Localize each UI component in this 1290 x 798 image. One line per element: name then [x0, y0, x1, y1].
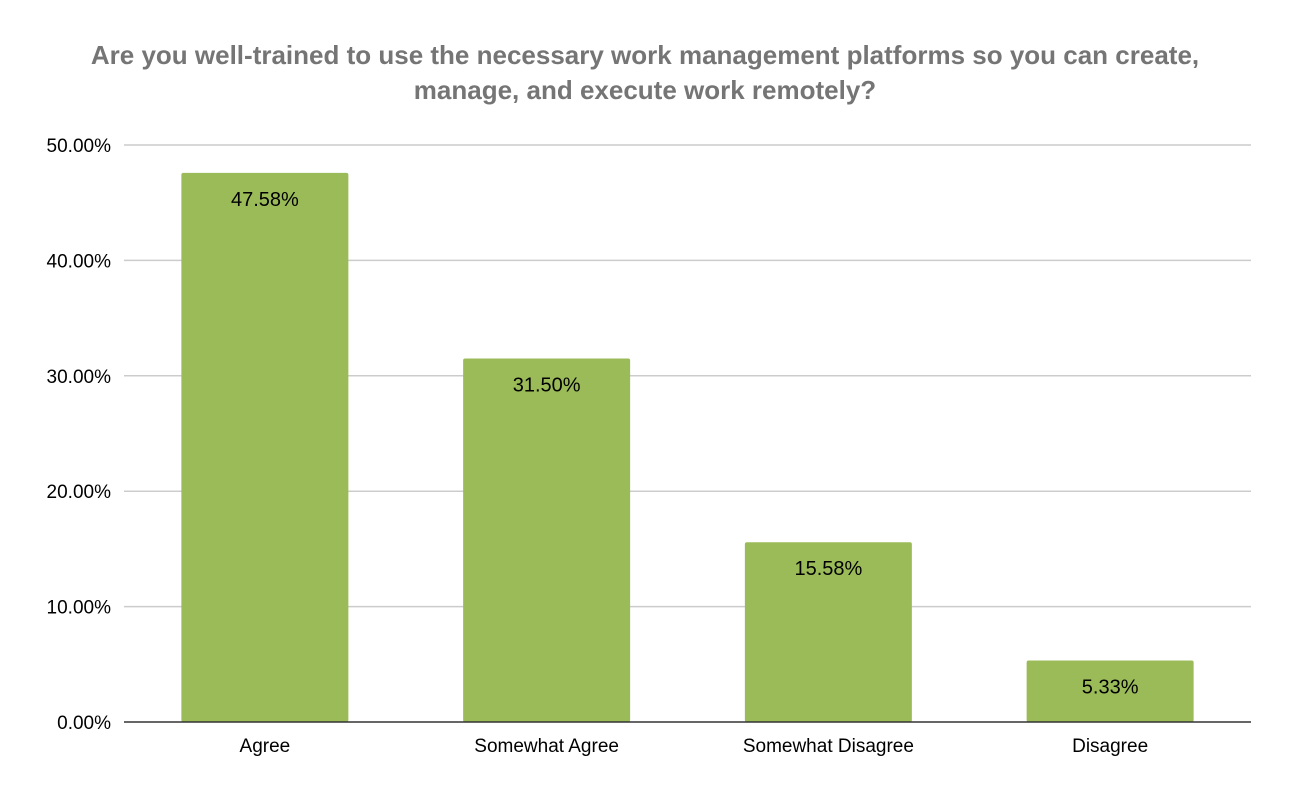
bar-value-label: 5.33% — [1082, 676, 1139, 698]
x-tick-label: Disagree — [1072, 736, 1148, 757]
bar — [181, 172, 349, 722]
bar-value-label: 31.50% — [513, 374, 581, 396]
y-tick-label: 20.00% — [47, 482, 112, 503]
chart-title-line-2: manage, and execute work remotely? — [413, 75, 877, 105]
bars — [181, 172, 1194, 722]
bar — [463, 358, 631, 722]
bar — [1026, 660, 1194, 722]
x-tick-label: Agree — [240, 736, 291, 757]
y-tick-label: 30.00% — [47, 367, 112, 388]
chart-title-line-1: Are you well-trained to use the necessar… — [90, 40, 1200, 70]
bar-value-label: 15.58% — [794, 558, 862, 580]
bar-value-label: 47.58% — [231, 189, 299, 211]
y-tick-label: 10.00% — [47, 598, 112, 619]
y-tick-label: 50.00% — [47, 136, 112, 157]
x-tick-label: Somewhat Agree — [474, 736, 619, 757]
y-tick-label: 0.00% — [57, 713, 111, 734]
bar — [744, 542, 912, 722]
labels: 0.00% 10.00% 20.00% 30.00% 40.00% 50.00% 47.58… — [47, 136, 1149, 757]
chart-title: Are you well-trained to use the necessar… — [0, 38, 1290, 108]
y-tick-label: 40.00% — [47, 251, 112, 272]
x-tick-label: Somewhat Disagree — [743, 736, 914, 757]
